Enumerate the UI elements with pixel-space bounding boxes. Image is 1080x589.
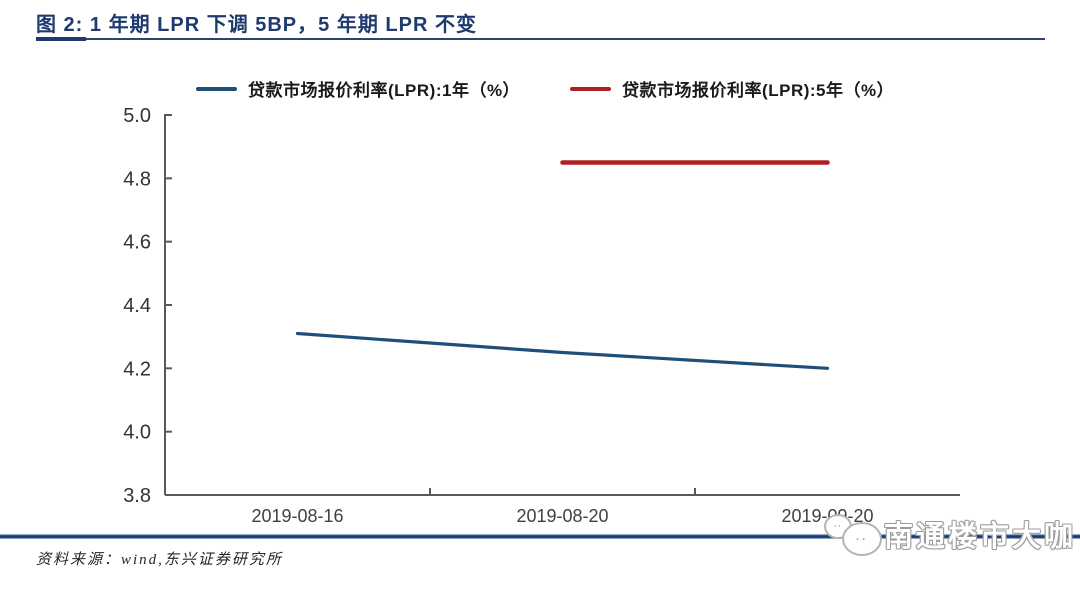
legend-item-lpr-1y: 贷款市场报价利率(LPR):1年（%）: [196, 76, 520, 101]
figure-title: 图 2: 1 年期 LPR 下调 5BP，5 年期 LPR 不变: [36, 14, 477, 36]
svg-text:3.8: 3.8: [123, 485, 151, 507]
title-underline-cap: [36, 37, 86, 41]
watermark-text: 南通楼市大咖: [883, 521, 1076, 553]
svg-text:4.8: 4.8: [123, 168, 151, 190]
chat-bubble-big-icon: ··: [841, 522, 882, 556]
title-underline: [36, 38, 1045, 40]
source-note: 资料来源：wind,东兴证券研究所: [36, 552, 283, 568]
bottom-divider-line: [0, 534, 1080, 539]
legend-line-1y-swatch-icon: [196, 86, 237, 91]
legend-item-lpr-5y: 贷款市场报价利率(LPR):5年（%）: [570, 76, 894, 101]
watermark: ·· ·· 南通楼市大咖: [822, 510, 1076, 558]
legend-label-lpr-5y: 贷款市场报价利率(LPR):5年（%）: [622, 81, 895, 100]
legend-label-lpr-1y: 贷款市场报价利率(LPR):1年（%）: [248, 81, 521, 100]
svg-text:2019-08-20: 2019-08-20: [516, 506, 608, 526]
svg-text:4.0: 4.0: [123, 422, 151, 444]
chart-legend: 贷款市场报价利率(LPR):1年（%） 贷款市场报价利率(LPR):5年（%）: [196, 76, 894, 101]
svg-text:4.4: 4.4: [123, 295, 151, 317]
svg-text:5.0: 5.0: [123, 105, 151, 127]
svg-text:2019-08-16: 2019-08-16: [251, 506, 343, 526]
svg-text:4.2: 4.2: [123, 358, 151, 380]
svg-text:4.6: 4.6: [123, 232, 151, 254]
legend-line-5y-swatch-icon: [570, 86, 612, 91]
chat-bubbles-icon: ·· ··: [822, 510, 884, 558]
